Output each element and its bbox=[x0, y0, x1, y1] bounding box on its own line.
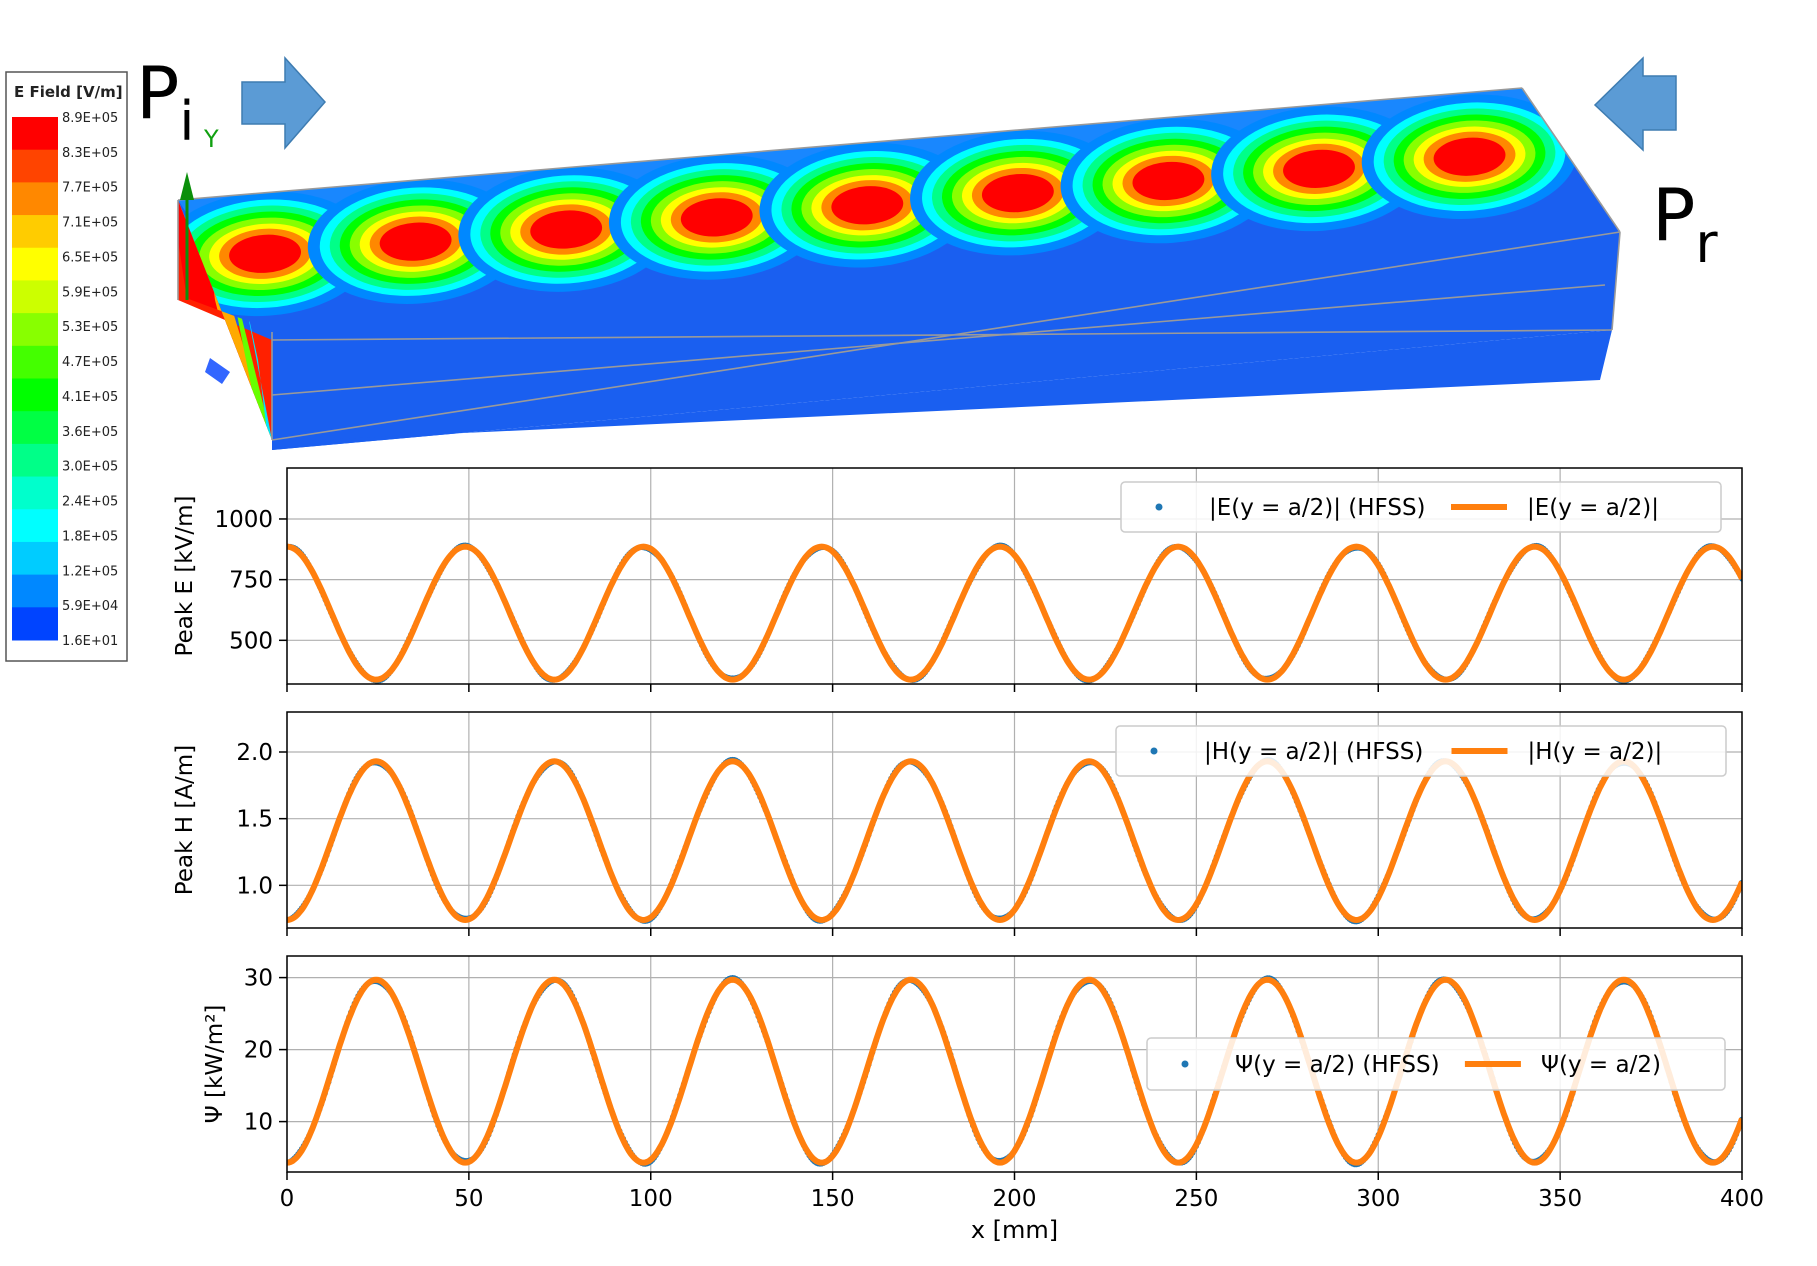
y-tick-label: 1000 bbox=[214, 507, 273, 533]
colormap-band bbox=[12, 574, 58, 608]
colormap-label: 4.1E+05 bbox=[62, 390, 118, 405]
x-tick-label: 200 bbox=[993, 1186, 1037, 1212]
y-axis-label: Peak E [kV/m] bbox=[172, 496, 198, 657]
colormap-label: 6.5E+05 bbox=[62, 250, 118, 265]
colormap-band bbox=[12, 476, 58, 510]
chart-legend: |E(y = a/2)| (HFSS) |E(y = a/2)| bbox=[1120, 481, 1722, 533]
colormap-band bbox=[12, 117, 58, 151]
legend-marker-hfss bbox=[1150, 747, 1158, 755]
colormap-band bbox=[12, 149, 58, 183]
colormap-label: 3.6E+05 bbox=[62, 425, 118, 440]
waveguide-side-bottom bbox=[272, 330, 1612, 450]
field-legend-title: E Field [V/m] bbox=[14, 83, 123, 101]
incident-arrow-icon bbox=[241, 56, 327, 151]
axis-label-y: Y bbox=[203, 125, 219, 153]
field-hotspots bbox=[178, 88, 1578, 317]
legend-label-analytic: |H(y = a/2)| bbox=[1528, 739, 1663, 765]
svg-text:Pi: Pi bbox=[136, 51, 194, 153]
colormap-band bbox=[12, 443, 58, 478]
reflected-arrow-icon bbox=[1593, 56, 1677, 152]
port-incident-subscript: i bbox=[179, 90, 194, 153]
x-tick-label: 0 bbox=[280, 1186, 295, 1212]
legend-label-analytic: |E(y = a/2)| bbox=[1527, 495, 1659, 521]
chart-legend: Ψ(y = a/2) (HFSS) Ψ(y = a/2) bbox=[1146, 1037, 1726, 1091]
x-axis-label: x [mm] bbox=[971, 1216, 1058, 1244]
y-tick-label: 500 bbox=[229, 628, 273, 654]
colormap-band bbox=[12, 345, 58, 379]
series-analytic-line bbox=[287, 758, 1742, 924]
colormap-label: 1.2E+05 bbox=[62, 564, 118, 579]
y-tick-label: 1.0 bbox=[236, 873, 273, 899]
colormap-label: 2.4E+05 bbox=[62, 495, 118, 510]
legend-label-hfss: Ψ(y = a/2) (HFSS) bbox=[1235, 1052, 1440, 1078]
x-tick-label: 250 bbox=[1174, 1186, 1218, 1212]
legend-label-hfss: |E(y = a/2)| (HFSS) bbox=[1209, 495, 1426, 521]
colormap-label: 7.7E+05 bbox=[62, 181, 118, 196]
field-legend: E Field [V/m] 8.9E+05 8.3E+05 7.7E+05 7.1E+… bbox=[5, 71, 128, 662]
colormap-bands bbox=[12, 117, 58, 641]
port-reflected-subscript: r bbox=[1695, 212, 1718, 275]
x-tick-label: 150 bbox=[811, 1186, 855, 1212]
svg-text:Pr: Pr bbox=[1652, 173, 1718, 275]
colormap-label: 4.7E+05 bbox=[62, 355, 118, 370]
x-tick-label: 300 bbox=[1356, 1186, 1400, 1212]
colormap-label: 5.3E+05 bbox=[62, 320, 118, 335]
colormap-label: 8.3E+05 bbox=[62, 146, 118, 161]
colormap-label: 5.9E+05 bbox=[62, 285, 118, 300]
legend-label-hfss: |H(y = a/2)| (HFSS) bbox=[1204, 739, 1423, 765]
y-tick-label: 2.0 bbox=[236, 740, 273, 766]
x-tick-label: 350 bbox=[1538, 1186, 1582, 1212]
colormap-label: 7.1E+05 bbox=[62, 216, 118, 231]
colormap-band bbox=[12, 411, 58, 445]
colormap-labels: 8.9E+05 8.3E+05 7.7E+05 7.1E+05 6.5E+05 5.9E+… bbox=[62, 111, 118, 649]
colormap-band bbox=[12, 313, 58, 347]
colormap-label: 8.9E+05 bbox=[62, 111, 118, 126]
y-axis-label: Peak H [A/m] bbox=[172, 745, 198, 895]
y-tick-label: 750 bbox=[229, 568, 273, 594]
series-analytic-line bbox=[287, 976, 1742, 1166]
x-tick-label: 400 bbox=[1720, 1186, 1764, 1212]
colormap-band bbox=[12, 607, 58, 641]
colormap-band bbox=[12, 541, 58, 576]
x-tick-label: 100 bbox=[629, 1186, 673, 1212]
colormap-band bbox=[12, 509, 58, 543]
waveguide-field-plot: Y Pi Pr bbox=[136, 51, 1718, 450]
series-analytic-line bbox=[287, 543, 1742, 683]
chart-panel-1: 500 750 1000 Peak E [kV/m] |E(y = a/2)| (HFS… bbox=[172, 467, 1743, 692]
colormap-label: 5.9E+04 bbox=[62, 599, 118, 614]
y-tick-label: 20 bbox=[244, 1038, 273, 1064]
port-incident-label: P bbox=[136, 51, 179, 135]
port-reflected: Pr bbox=[1593, 56, 1718, 275]
colormap-band bbox=[12, 247, 58, 281]
port-reflected-label: P bbox=[1652, 173, 1695, 257]
y-tick-label: 10 bbox=[244, 1110, 273, 1136]
y-tick-label: 1.5 bbox=[236, 807, 273, 833]
y-tick-label: 30 bbox=[244, 966, 273, 992]
colormap-label: 3.0E+05 bbox=[62, 460, 118, 475]
legend-marker-hfss bbox=[1181, 1060, 1189, 1068]
legend-label-analytic: Ψ(y = a/2) bbox=[1541, 1052, 1661, 1078]
legend-marker-hfss bbox=[1155, 503, 1163, 511]
port-incident: Pi bbox=[136, 51, 327, 153]
colormap-band bbox=[12, 182, 58, 216]
waveguide-edges bbox=[177, 87, 1621, 441]
colormap-band bbox=[12, 280, 58, 314]
chart-legend: |H(y = a/2)| (HFSS) |H(y = a/2)| bbox=[1115, 725, 1727, 777]
colormap-band bbox=[12, 215, 58, 249]
chart-panel-2: 1.0 1.5 2.0 Peak H [A/m] |H(y = a/2)| (HFSS)… bbox=[172, 711, 1743, 936]
colormap-label: 1.6E+01 bbox=[62, 634, 118, 649]
colormap-label: 1.8E+05 bbox=[62, 529, 118, 544]
colormap-band bbox=[12, 378, 58, 412]
axis-triad: Y bbox=[180, 125, 230, 384]
y-axis-label: Ψ [kW/m²] bbox=[202, 1005, 228, 1124]
x-tick-label: 50 bbox=[454, 1186, 483, 1212]
waveguide-side-face bbox=[272, 232, 1620, 450]
